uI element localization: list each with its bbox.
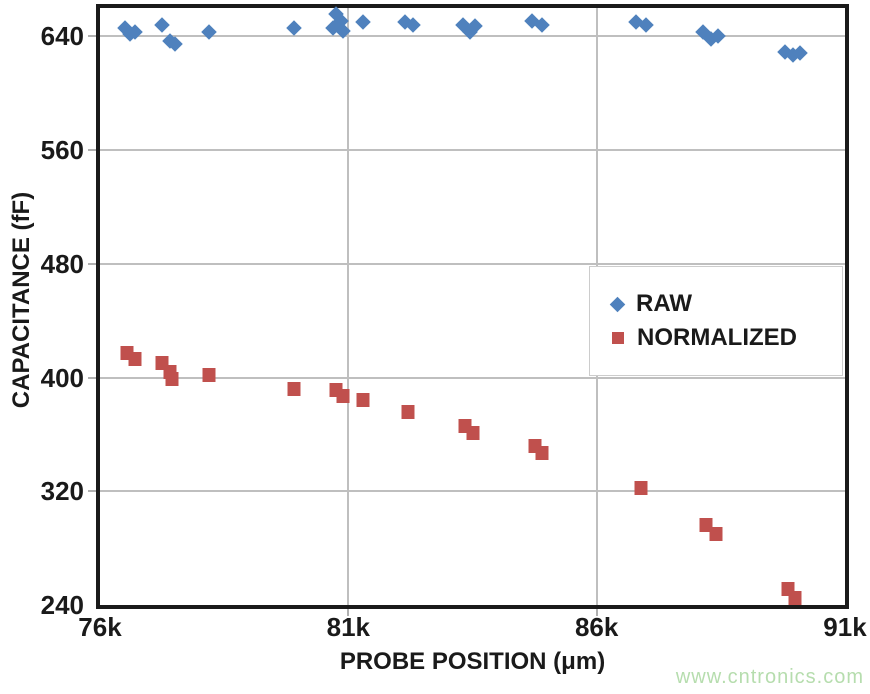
legend-diamond-icon-raw — [609, 296, 626, 312]
normalized-data-point — [401, 404, 415, 419]
y-tick-mark — [88, 376, 96, 379]
x-axis-title: PROBE POSITION (μm) — [339, 648, 606, 675]
y-tick-mark — [88, 35, 96, 38]
x-tick-mark — [595, 609, 598, 616]
y-tick-label: 320 — [40, 476, 84, 507]
y-tick-mark — [88, 149, 96, 152]
y-gridline — [100, 376, 845, 379]
legend-label-normalized: NORMALIZED — [637, 324, 797, 351]
raw-data-point — [285, 20, 302, 36]
y-tick-label: 480 — [40, 248, 84, 279]
y-tick-mark — [88, 262, 96, 265]
x-gridline — [347, 8, 350, 605]
y-tick-label: 560 — [40, 135, 84, 166]
normalized-data-point — [356, 393, 370, 408]
normalized-data-point — [336, 389, 350, 404]
normalized-data-point — [165, 371, 179, 386]
legend-label-raw: RAW — [636, 290, 692, 317]
y-tick-label: 400 — [40, 362, 84, 393]
legend-square-icon-normalized — [612, 332, 624, 344]
normalized-data-point — [634, 481, 648, 496]
normalized-data-point — [788, 590, 802, 605]
y-tick-mark — [88, 490, 96, 493]
normalized-data-point — [202, 367, 216, 382]
legend-item-raw: RAW — [609, 290, 842, 317]
legend: RAW NORMALIZED — [589, 266, 843, 376]
normalized-data-point — [535, 445, 549, 460]
normalized-data-point — [466, 426, 479, 440]
watermark: www.cntronics.com — [675, 666, 864, 688]
x-tick-label: 81k — [326, 612, 371, 642]
normalized-data-point — [287, 381, 301, 396]
raw-data-point — [355, 14, 371, 30]
normalized-data-point — [709, 526, 723, 541]
y-gridline — [100, 490, 845, 493]
x-tick-label: 76k — [78, 612, 122, 642]
x-tick-mark — [347, 609, 350, 616]
y-gridline — [100, 149, 845, 152]
x-tick-label: 86k — [574, 612, 619, 642]
x-tick-label: 91k — [823, 612, 867, 642]
legend-item-normalized: NORMALIZED — [612, 326, 842, 350]
y-gridline — [100, 262, 845, 265]
raw-data-point — [154, 17, 170, 33]
raw-data-point — [201, 24, 218, 40]
normalized-data-point — [699, 518, 713, 533]
y-tick-label: 640 — [40, 21, 84, 52]
normalized-data-point — [128, 352, 142, 367]
y-tick-label: 240 — [40, 590, 84, 620]
